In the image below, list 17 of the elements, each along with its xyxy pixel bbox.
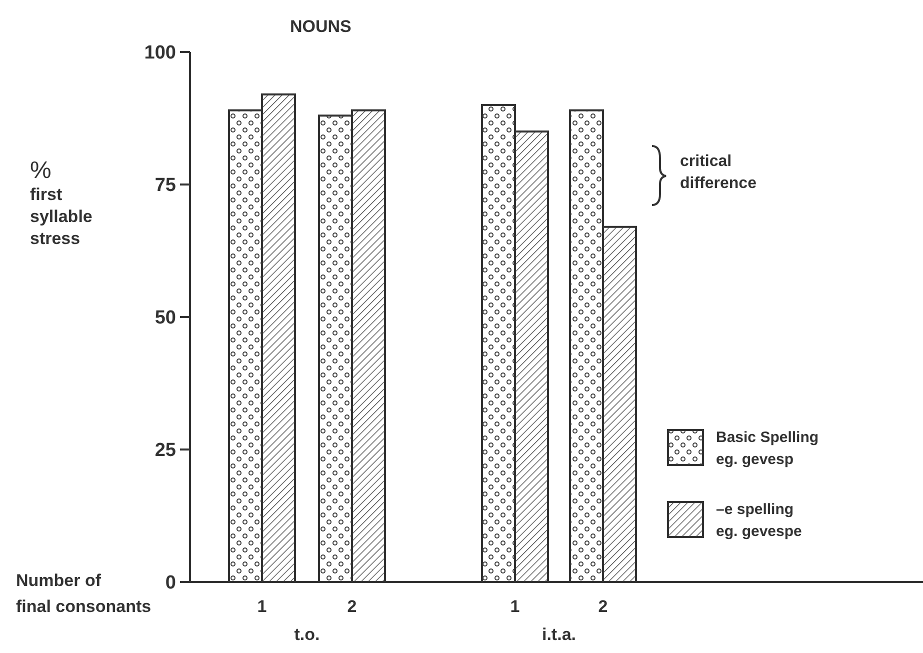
y-axis-title: % first syllable stress: [30, 157, 92, 248]
x-tick-label: 2: [347, 597, 357, 616]
chart-title: NOUNS: [290, 17, 352, 36]
text: critical difference: [680, 153, 757, 192]
y-tick-label: 75: [154, 175, 176, 196]
x-tick-label: 1: [257, 597, 267, 616]
legend-label: Basic Spelling eg. gevesp: [716, 429, 819, 468]
y-tick-label: 0: [165, 572, 176, 594]
x-tick-label: 2: [598, 597, 608, 616]
legend-label: –e spelling eg. gevespe: [716, 501, 802, 540]
text: t.o.: [294, 625, 320, 644]
x-axis-title: Number of final consonants: [16, 571, 152, 616]
y-tick-label: 50: [154, 308, 176, 329]
y-tick-label: 100: [144, 42, 176, 64]
y-tick-label: 25: [154, 440, 176, 462]
text: i.t.a.: [542, 625, 576, 644]
x-tick-label: 1: [510, 597, 520, 616]
